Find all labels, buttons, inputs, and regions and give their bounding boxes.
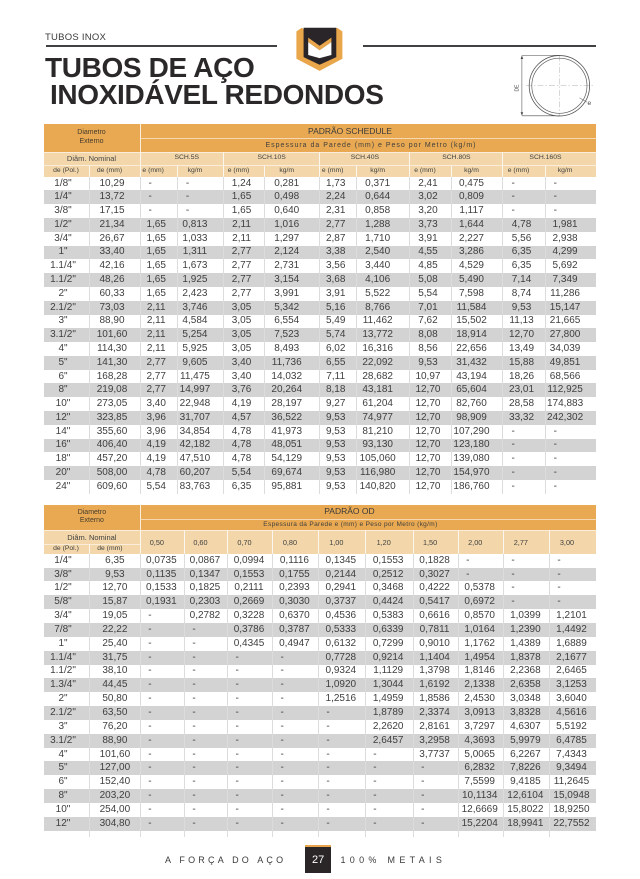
svg-text:DE: DE — [515, 84, 521, 92]
svg-text:e: e — [588, 100, 592, 107]
